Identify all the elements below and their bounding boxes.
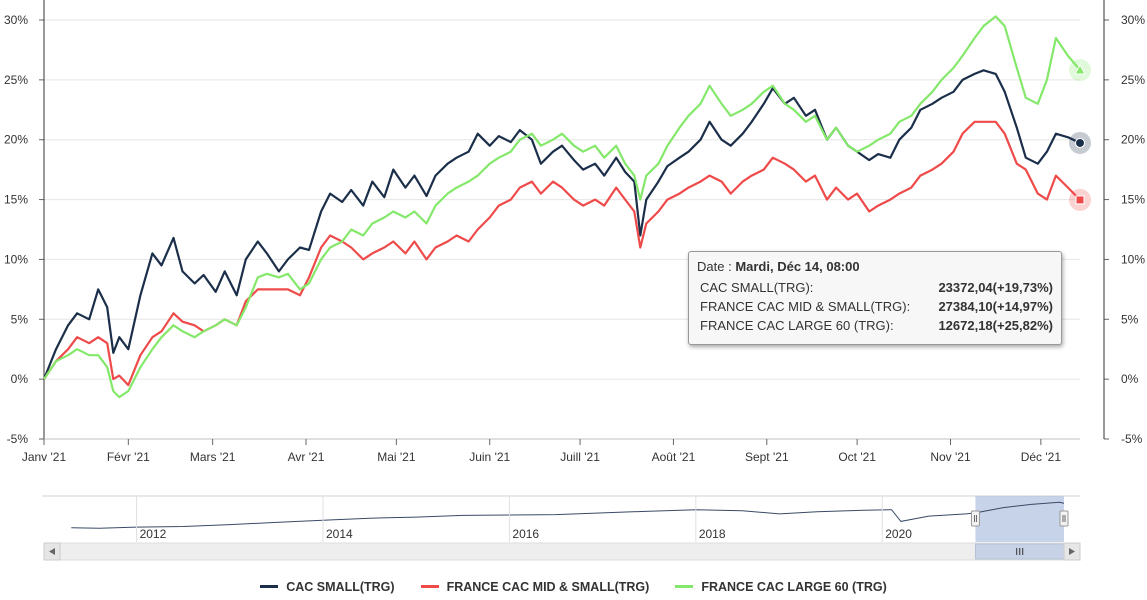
x-tick-label: Août '21 <box>652 450 696 464</box>
legend-label: FRANCE CAC LARGE 60 (TRG) <box>701 579 887 594</box>
x-tick-label: Janv '21 <box>22 450 67 464</box>
navigator-selection[interactable] <box>975 496 1064 542</box>
legend-item-cac-mid-small[interactable]: FRANCE CAC MID & SMALL(TRG) <box>420 579 650 594</box>
x-tick-label: Mai '21 <box>377 450 416 464</box>
y-tick-label-left: 0% <box>11 372 29 386</box>
tooltip-series-name: FRANCE CAC LARGE 60 (TRG): <box>700 318 894 333</box>
legend-label: CAC SMALL(TRG) <box>286 579 395 594</box>
x-tick-label: Févr '21 <box>107 450 150 464</box>
tooltip-row: FRANCE CAC LARGE 60 (TRG): 12672,18(+25,… <box>697 316 1053 335</box>
x-tick-label: Juin '21 <box>469 450 510 464</box>
navigator-year-label: 2020 <box>885 527 912 541</box>
y-tick-label-right: 10% <box>1121 252 1145 266</box>
x-tick-label: Juill '21 <box>560 450 600 464</box>
navigator-series-line <box>71 501 1065 529</box>
scrollbar-track[interactable] <box>43 542 1081 561</box>
navigator-year-label: 2012 <box>140 527 167 541</box>
x-tick-label: Oct '21 <box>838 450 876 464</box>
navigator-year-label: 2016 <box>512 527 539 541</box>
y-tick-label-right: 5% <box>1121 312 1139 326</box>
chevron-right-icon <box>1069 548 1075 555</box>
legend-label: FRANCE CAC MID & SMALL(TRG) <box>446 579 650 594</box>
series-line-0 <box>42 69 1081 380</box>
navigator-handle[interactable] <box>1059 510 1069 527</box>
tooltip-series-value: 23372,04(+19,73%) <box>938 280 1053 295</box>
legend-swatch <box>420 585 439 588</box>
series-end-marker <box>1075 137 1085 148</box>
series-end-marker <box>1075 195 1085 205</box>
legend-swatch <box>260 585 279 588</box>
tooltip-row: FRANCE CAC MID & SMALL(TRG): 27384,10(+1… <box>697 297 1053 316</box>
x-tick-label: Avr '21 <box>288 450 325 464</box>
navigator-handle[interactable] <box>970 510 980 527</box>
y-tick-label-left: 20% <box>4 133 28 147</box>
y-tick-label-left: 30% <box>4 13 28 27</box>
y-tick-label-left: 5% <box>11 312 29 326</box>
tooltip-series-value: 12672,18(+25,82%) <box>938 318 1053 333</box>
legend-swatch <box>675 585 694 588</box>
y-tick-label-left: 15% <box>4 193 28 207</box>
series-line-2 <box>43 15 1081 399</box>
x-tick-label: Sept '21 <box>745 450 789 464</box>
chevron-left-icon <box>49 548 55 555</box>
tooltip-date-value: Mardi, Déc 14, 08:00 <box>735 259 860 274</box>
chart-legend: CAC SMALL(TRG) FRANCE CAC MID & SMALL(TR… <box>0 578 1147 595</box>
x-tick-label: Nov '21 <box>930 450 971 464</box>
x-tick-label: Mars '21 <box>190 450 236 464</box>
series-end-marker <box>1074 64 1086 75</box>
y-tick-label-right: 30% <box>1121 13 1145 27</box>
tooltip-row: CAC SMALL(TRG): 23372,04(+19,73%) <box>697 278 1053 297</box>
tooltip-date: Date : Mardi, Déc 14, 08:00 <box>697 259 1053 274</box>
y-tick-label-right: 0% <box>1121 372 1139 386</box>
y-tick-label-left: 10% <box>4 252 28 266</box>
y-tick-label-right: -5% <box>1121 432 1143 446</box>
x-tick-label: Déc '21 <box>1021 450 1062 464</box>
tooltip-series-name: FRANCE CAC MID & SMALL(TRG): <box>700 299 911 314</box>
tooltip-date-label: Date : <box>697 259 732 274</box>
y-tick-label-right: 25% <box>1121 73 1145 87</box>
legend-item-cac-large-60[interactable]: FRANCE CAC LARGE 60 (TRG) <box>675 579 887 594</box>
chart-tooltip: Date : Mardi, Déc 14, 08:00 CAC SMALL(TR… <box>688 251 1062 345</box>
tooltip-series-value: 27384,10(+14,97%) <box>938 299 1053 314</box>
navigator-year-label: 2014 <box>326 527 353 541</box>
y-tick-label-left: 25% <box>4 73 28 87</box>
tooltip-series-name: CAC SMALL(TRG): <box>700 280 814 295</box>
navigator-year-label: 2018 <box>699 527 726 541</box>
y-tick-label-left: -5% <box>7 432 29 446</box>
y-tick-label-right: 15% <box>1121 193 1145 207</box>
y-tick-label-right: 20% <box>1121 133 1145 147</box>
legend-item-cac-small[interactable]: CAC SMALL(TRG) <box>260 579 395 594</box>
